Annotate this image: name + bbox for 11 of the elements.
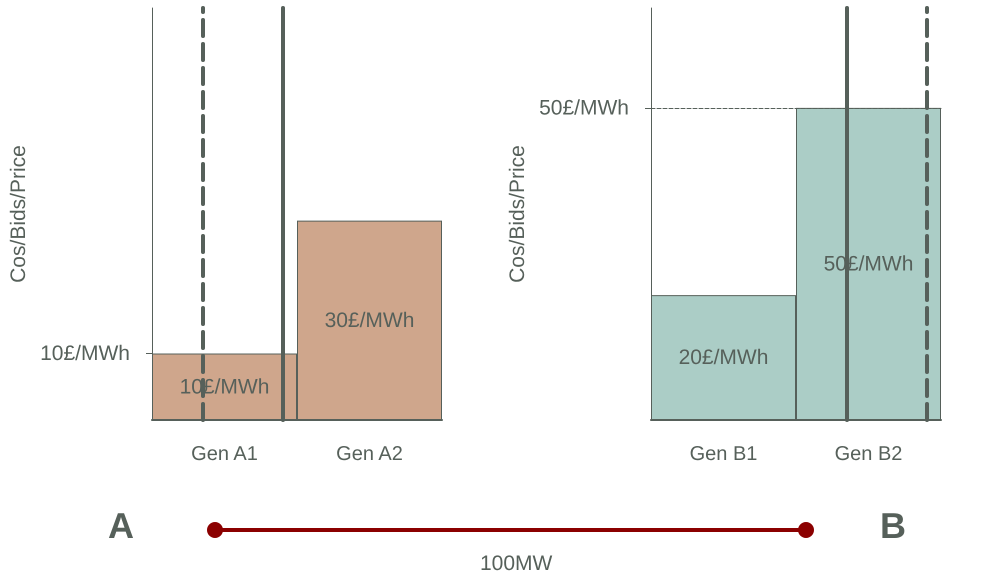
x-tick-label: Gen B2 — [834, 443, 902, 465]
data-label: 20£/MWh — [678, 346, 768, 370]
text: A — [108, 505, 134, 546]
text: 100MW — [480, 552, 552, 575]
y-axis-title: Cos/Bids/Price — [506, 145, 530, 283]
x-tick-label: Gen A1 — [191, 443, 258, 465]
text: B — [880, 505, 906, 546]
data-label: 30£/MWh — [324, 308, 414, 332]
x-tick-label: Gen B1 — [690, 443, 758, 465]
x-tick-label: Gen A2 — [336, 443, 403, 465]
y-axis-title: Cos/Bids/Price — [7, 145, 30, 283]
